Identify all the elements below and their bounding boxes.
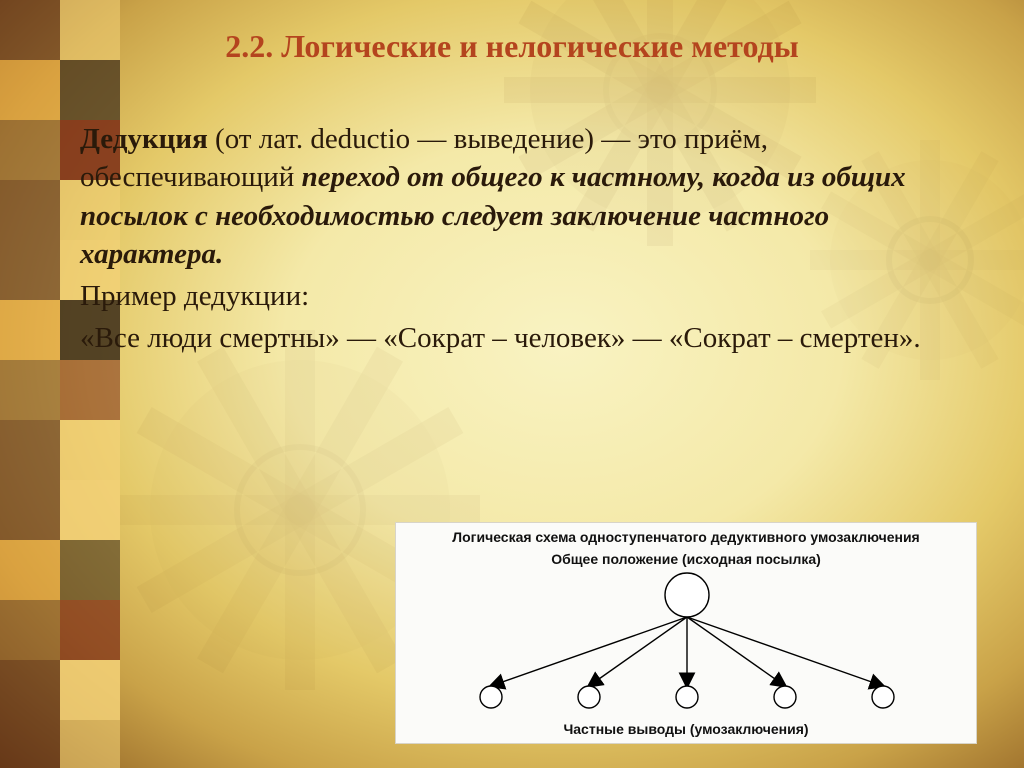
mosaic-cell [60,480,120,540]
mosaic-cell [60,540,120,600]
mosaic-cell [0,60,60,120]
mosaic-cell [0,360,60,420]
mosaic-cell [60,600,120,660]
mosaic-cell [0,420,60,480]
mosaic-cell [60,660,120,720]
diagram-title-bottom: Частные выводы (умозаключения) [396,721,976,737]
decorative-left-strip [0,0,120,768]
diagram-svg-wrap [396,569,978,721]
diagram-title-top: Логическая схема одноступенчатого дедукт… [396,529,976,545]
mosaic-cell [60,360,120,420]
mosaic-cell [0,300,60,360]
example-label: Пример дедукции: [80,277,960,315]
mosaic-cell [0,180,60,240]
mosaic-cell [0,540,60,600]
slide: 2.2. Логические и нелогические методы Де… [0,0,1024,768]
mosaic-cell [0,720,60,768]
term-bold: Дедукция [80,123,208,155]
mosaic-cell [0,600,60,660]
mosaic-cell [60,720,120,768]
mosaic-cell [60,420,120,480]
slide-title: 2.2. Логические и нелогические методы [0,28,1024,65]
example-text: «Все люди смертны» — «Сократ – человек» … [80,319,960,357]
mosaic-cell [60,60,120,120]
mosaic-cell [0,240,60,300]
diagram-box: Логическая схема одноступенчатого дедукт… [395,522,977,744]
diagram-svg [396,569,978,721]
slide-body: Дедукция (от лат. deductio — выведение) … [80,120,960,362]
definition-paragraph: Дедукция (от лат. deductio — выведение) … [80,120,960,273]
mosaic-cell [0,120,60,180]
mosaic-cell [0,480,60,540]
mosaic-cell [0,660,60,720]
diagram-title-mid: Общее положение (исходная посылка) [396,551,976,567]
